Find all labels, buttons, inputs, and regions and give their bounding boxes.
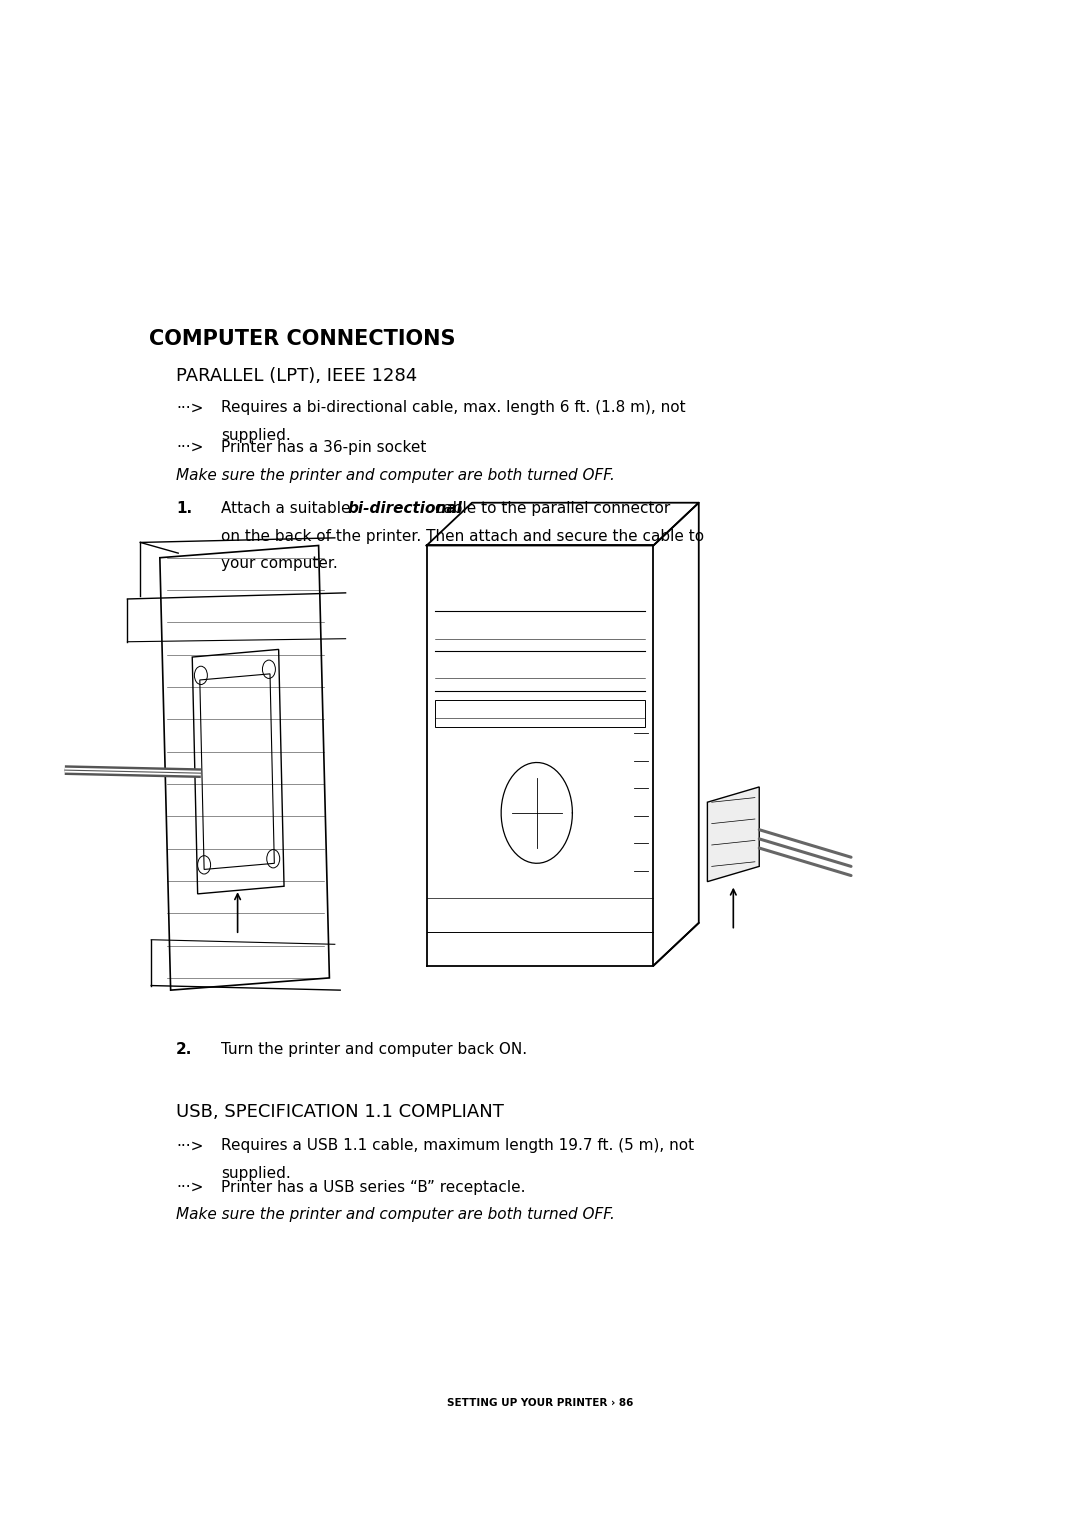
Text: ···>: ···> [176, 1138, 203, 1154]
Text: ···>: ···> [176, 1180, 203, 1195]
Text: ···>: ···> [176, 400, 203, 416]
Text: Attach a suitable: Attach a suitable [221, 501, 355, 516]
Text: 2.: 2. [176, 1042, 192, 1057]
Text: COMPUTER CONNECTIONS: COMPUTER CONNECTIONS [149, 329, 456, 348]
Text: supplied.: supplied. [221, 1166, 292, 1181]
Polygon shape [192, 649, 284, 894]
Text: SETTING UP YOUR PRINTER › 86: SETTING UP YOUR PRINTER › 86 [447, 1398, 633, 1409]
Text: cable to the parallel connector: cable to the parallel connector [430, 501, 670, 516]
Text: Turn the printer and computer back ON.: Turn the printer and computer back ON. [221, 1042, 527, 1057]
Text: Printer has a 36-pin socket: Printer has a 36-pin socket [221, 440, 427, 455]
Text: ···>: ···> [176, 440, 203, 455]
Polygon shape [707, 787, 759, 882]
Text: your computer.: your computer. [221, 556, 338, 571]
Text: 1.: 1. [176, 501, 192, 516]
Text: bi-directional: bi-directional [348, 501, 462, 516]
Text: Make sure the printer and computer are both turned OFF.: Make sure the printer and computer are b… [176, 1207, 615, 1222]
Text: Requires a USB 1.1 cable, maximum length 19.7 ft. (5 m), not: Requires a USB 1.1 cable, maximum length… [221, 1138, 694, 1154]
Text: PARALLEL (LPT), IEEE 1284: PARALLEL (LPT), IEEE 1284 [176, 367, 417, 385]
Bar [435, 700, 645, 727]
Text: Make sure the printer and computer are both turned OFF.: Make sure the printer and computer are b… [176, 468, 615, 483]
Text: Printer has a USB series “B” receptacle.: Printer has a USB series “B” receptacle. [221, 1180, 526, 1195]
Text: Requires a bi-directional cable, max. length 6 ft. (1.8 m), not: Requires a bi-directional cable, max. le… [221, 400, 686, 416]
Text: supplied.: supplied. [221, 428, 292, 443]
Text: on the back of the printer. Then attach and secure the cable to: on the back of the printer. Then attach … [221, 529, 704, 544]
Text: USB, SPECIFICATION 1.1 COMPLIANT: USB, SPECIFICATION 1.1 COMPLIANT [176, 1103, 504, 1122]
